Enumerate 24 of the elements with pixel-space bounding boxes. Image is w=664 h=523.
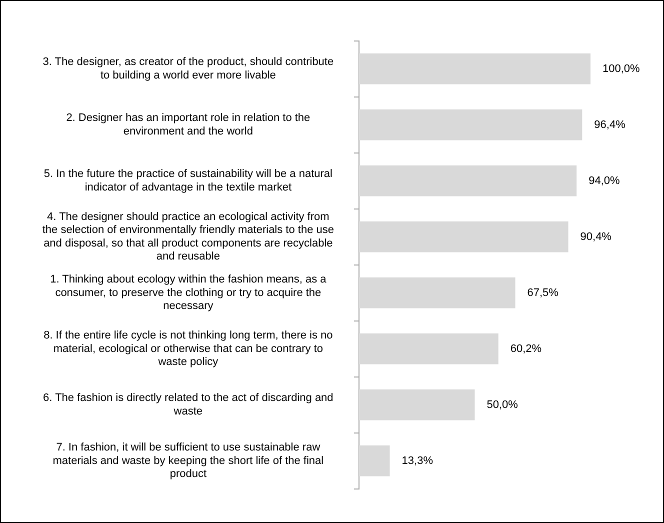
y-tick-label: 6. The fashion is directly related to the act of discarding and waste [43,392,334,418]
bar [359,109,582,140]
data-label: 94,0% [588,174,620,187]
data-label: 100,0% [602,62,640,75]
data-label: 60,2% [510,342,542,355]
bar [359,221,568,252]
bar [359,333,498,364]
y-tick-label: 3. The designer, as creator of the product, should contribute to building a world ever more livable [42,56,334,82]
y-tick-label: 4. The designer should practice an ecological activity from the selection of environmentally friendly materials to the use and disposal, so that all product components are recyclable and reusable [42,211,334,263]
data-label: 90,4% [580,230,612,243]
y-tick-label: 8. If the entire life cycle is not thinking long term, there is no material, ecological or otherwise that can be contrary to waste policy [44,330,333,368]
bar [359,53,590,84]
data-label: 50,0% [486,398,518,411]
bar [359,389,475,420]
y-tick-label: 2. Designer has an important role in relation to the environment and the world [66,112,310,138]
data-label: 67,5% [527,286,559,299]
bar [359,277,516,308]
y-tick-label: 7. In fashion, it will be sufficient to use sustainable raw materials and waste by keeping the short life of the final product [52,442,324,480]
data-label: 13,3% [402,454,434,467]
bar [359,445,390,476]
y-tick-label: 5. In the future the practice of sustainability will be a natural indicator of advantage in the textile market [44,168,332,194]
y-tick-label: 1. Thinking about ecology within the fashion means, as a consumer, to preserve the clothing or try to acquire the necessary [50,274,328,312]
data-label: 96,4% [594,118,626,131]
bar [359,165,577,196]
